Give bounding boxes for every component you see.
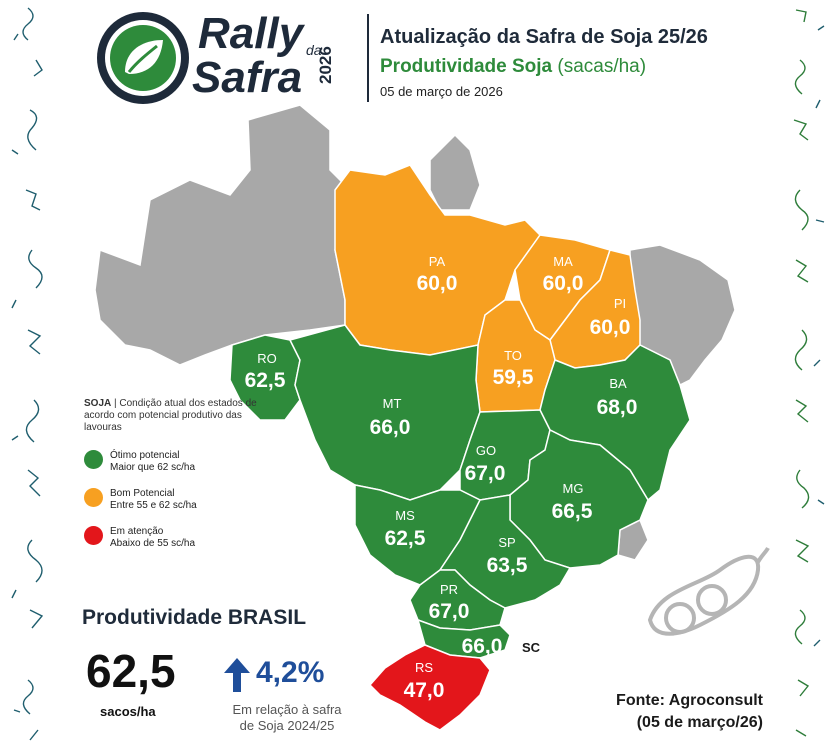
header-subtitle: Produtividade Soja (sacas/ha) <box>380 56 646 78</box>
state-PR-shape <box>409 569 506 631</box>
state-BA-value: 68,0 <box>597 396 638 419</box>
state-RO-abbr: RO <box>257 351 277 366</box>
state-SP-value: 63,5 <box>487 554 528 577</box>
subtitle-unit: (sacas/ha) <box>557 56 647 77</box>
change-note-line1: Em relação à safra <box>232 702 342 717</box>
state-TO-abbr: TO <box>504 348 522 363</box>
region-gray-amapa <box>429 133 481 211</box>
state-RS-value: 47,0 <box>404 679 445 702</box>
change-note-line2: de Soja 2024/25 <box>239 718 335 733</box>
header-date: 05 de março de 2026 <box>380 84 503 99</box>
state-GO-value: 67,0 <box>465 462 506 485</box>
legend-dot-orange <box>84 488 103 507</box>
legend-title-rest: | Condição atual dos estados de acordo c… <box>84 398 257 433</box>
state-RS-abbr: RS <box>415 660 433 675</box>
brasil-change: 4,2% <box>256 656 325 689</box>
legend-item-desc: Maior que 62 sc/ha <box>110 462 196 473</box>
state-SP-abbr: SP <box>498 535 515 550</box>
state-MA-value: 60,0 <box>543 272 584 295</box>
brasil-title: Produtividade BRASIL <box>82 606 307 629</box>
state-RS-shape <box>368 644 491 731</box>
state-RO-value: 62,5 <box>245 369 286 392</box>
logo-da: da <box>306 42 322 58</box>
state-SC-value: 66,0 <box>462 635 503 658</box>
state-TO-value: 59,5 <box>493 366 534 389</box>
legend-item-desc: Abaixo de 55 sc/ha <box>110 538 196 549</box>
state-MG-shape <box>509 428 649 569</box>
state-MT-shape <box>288 324 481 501</box>
subtitle-text: Produtividade Soja <box>380 56 553 77</box>
legend: SOJA | Condição atual dos estados de aco… <box>84 398 264 550</box>
brasil-change-note: Em relação à safra de Soja 2024/25 <box>212 702 362 734</box>
rally-safra-logo-icon <box>97 12 189 104</box>
state-MS-value: 62,5 <box>385 527 426 550</box>
right-decorative-border <box>793 9 825 737</box>
legend-item-bom: Bom Potencial Entre 55 e 62 sc/ha <box>84 488 264 512</box>
logo-safra: Safra <box>192 53 303 102</box>
state-PA-abbr: PA <box>429 254 446 269</box>
source-line1: Fonte: Agroconsult <box>616 692 763 709</box>
header-divider <box>367 14 369 102</box>
legend-item-atencao: Em atenção Abaixo de 55 sc/ha <box>84 526 264 550</box>
legend-title: SOJA | Condição atual dos estados de aco… <box>84 398 264 434</box>
left-decorative-border <box>11 7 44 741</box>
brasil-value: 62,5 <box>86 645 176 697</box>
header-title: Atualização da Safra de Soja 25/26 <box>380 26 708 48</box>
state-PR-value: 67,0 <box>429 600 470 623</box>
legend-dot-green <box>84 450 103 469</box>
source: Fonte: Agroconsult (05 de março/26) <box>560 690 763 734</box>
legend-dot-red <box>84 526 103 545</box>
state-GO-abbr: GO <box>476 443 496 458</box>
state-PR-abbr: PR <box>440 582 458 597</box>
state-BA-abbr: BA <box>609 376 627 391</box>
state-PI-value: 60,0 <box>590 316 631 339</box>
state-PI-abbr: PI <box>614 296 626 311</box>
legend-item-label: Em atenção <box>110 526 164 537</box>
legend-item-otimo: Ótimo potencial Maior que 62 sc/ha <box>84 450 264 474</box>
legend-item-label: Bom Potencial <box>110 488 175 499</box>
state-MS-abbr: MS <box>395 508 415 523</box>
state-SC-abbr: SC <box>522 640 541 655</box>
state-MT-abbr: MT <box>383 396 402 411</box>
source-line2: (05 de março/26) <box>636 714 763 731</box>
state-MG-abbr: MG <box>563 481 584 496</box>
soybean-pod-icon <box>647 547 770 636</box>
legend-item-label: Ótimo potencial <box>110 450 180 461</box>
legend-item-desc: Entre 55 e 62 sc/ha <box>110 500 197 511</box>
state-MG-value: 66,5 <box>552 500 593 523</box>
region-gray-north <box>94 104 346 366</box>
state-MA-abbr: MA <box>553 254 573 269</box>
logo-rally: Rally <box>198 9 304 58</box>
state-SP-shape <box>438 494 572 609</box>
arrow-up-icon <box>224 658 250 692</box>
state-PA-value: 60,0 <box>417 272 458 295</box>
legend-title-bold: SOJA <box>84 398 112 409</box>
brasil-unit: sacos/ha <box>100 704 156 719</box>
state-MT-value: 66,0 <box>370 416 411 439</box>
